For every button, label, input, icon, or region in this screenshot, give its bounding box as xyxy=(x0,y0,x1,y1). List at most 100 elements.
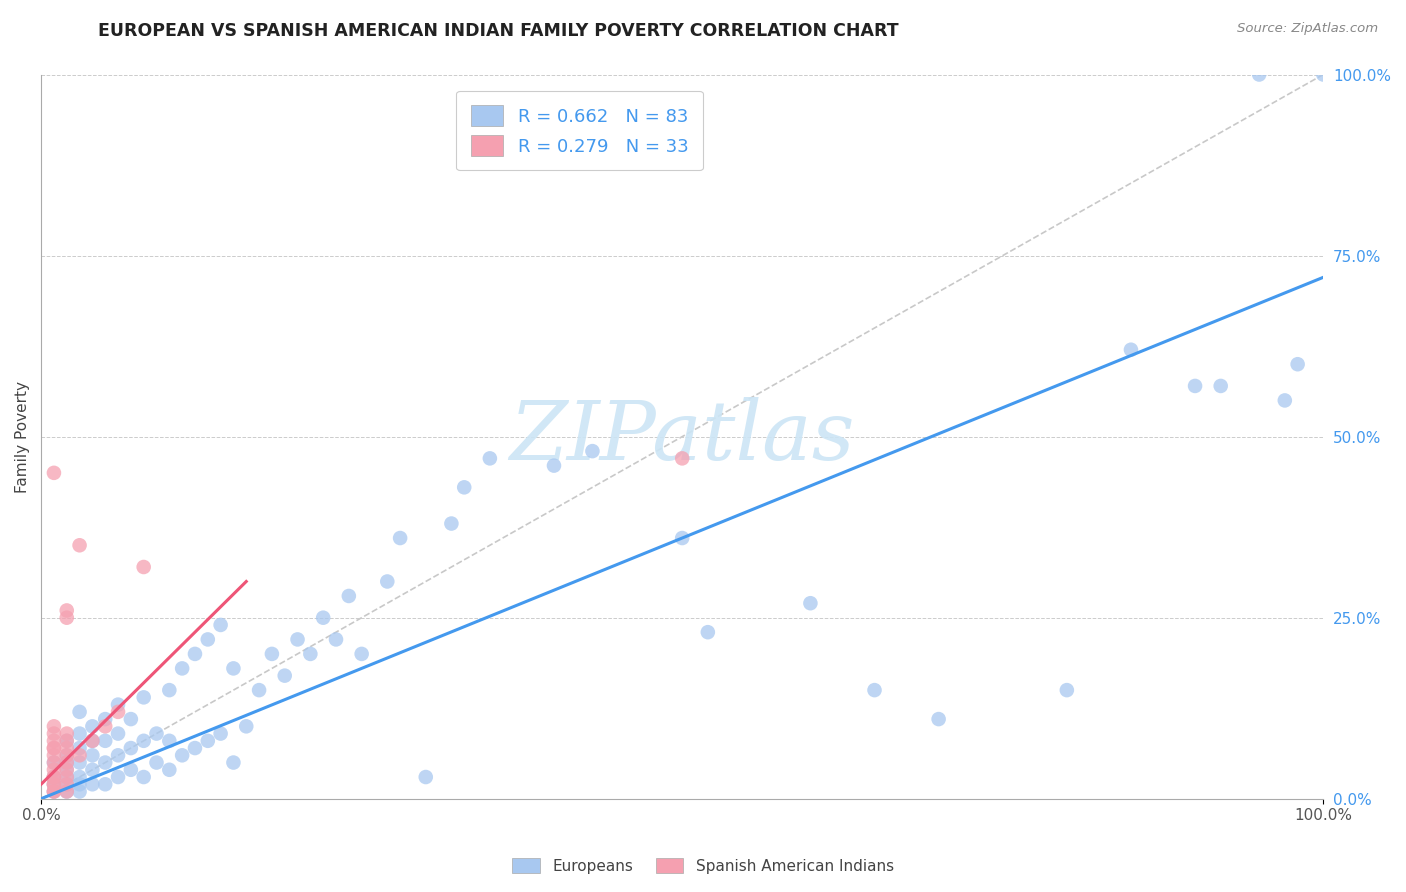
Point xyxy=(299,647,322,661)
Point xyxy=(312,610,335,624)
Point xyxy=(172,661,194,675)
Point xyxy=(42,756,65,770)
Point xyxy=(120,763,142,777)
Point xyxy=(69,756,91,770)
Point xyxy=(55,777,77,791)
Point xyxy=(55,763,77,777)
Point xyxy=(42,763,65,777)
Point xyxy=(478,451,501,466)
Legend: R = 0.662   N = 83, R = 0.279   N = 33: R = 0.662 N = 83, R = 0.279 N = 33 xyxy=(457,91,703,170)
Point xyxy=(42,784,65,798)
Point xyxy=(55,770,77,784)
Point xyxy=(69,726,91,740)
Point xyxy=(55,748,77,763)
Point xyxy=(1274,393,1296,408)
Point xyxy=(55,756,77,770)
Point xyxy=(157,763,180,777)
Point xyxy=(1119,343,1142,357)
Point xyxy=(107,698,129,712)
Point xyxy=(69,777,91,791)
Point xyxy=(350,647,373,661)
Point xyxy=(1056,683,1078,698)
Point xyxy=(120,712,142,726)
Point xyxy=(107,748,129,763)
Point xyxy=(55,770,77,784)
Point xyxy=(69,784,91,798)
Point xyxy=(120,741,142,756)
Point xyxy=(132,690,155,705)
Point xyxy=(55,610,77,624)
Point xyxy=(107,726,129,740)
Point xyxy=(55,726,77,740)
Point xyxy=(107,770,129,784)
Point xyxy=(42,756,65,770)
Point xyxy=(107,705,129,719)
Point xyxy=(863,683,886,698)
Point xyxy=(42,784,65,798)
Point xyxy=(82,719,104,733)
Point xyxy=(55,756,77,770)
Text: EUROPEAN VS SPANISH AMERICAN INDIAN FAMILY POVERTY CORRELATION CHART: EUROPEAN VS SPANISH AMERICAN INDIAN FAMI… xyxy=(98,22,898,40)
Point xyxy=(415,770,437,784)
Point xyxy=(55,734,77,748)
Point xyxy=(69,748,91,763)
Point xyxy=(172,748,194,763)
Point xyxy=(1184,379,1206,393)
Point xyxy=(94,734,117,748)
Point xyxy=(799,596,821,610)
Point xyxy=(94,719,117,733)
Point xyxy=(543,458,565,473)
Point xyxy=(389,531,412,545)
Point xyxy=(42,734,65,748)
Point xyxy=(55,784,77,798)
Point xyxy=(82,748,104,763)
Point xyxy=(325,632,347,647)
Point xyxy=(94,756,117,770)
Point xyxy=(247,683,270,698)
Point xyxy=(157,734,180,748)
Point xyxy=(209,618,232,632)
Point xyxy=(42,741,65,756)
Point xyxy=(42,748,65,763)
Point xyxy=(82,763,104,777)
Point xyxy=(55,741,77,756)
Point xyxy=(184,647,207,661)
Point xyxy=(132,734,155,748)
Point xyxy=(82,777,104,791)
Point xyxy=(260,647,283,661)
Point xyxy=(42,777,65,791)
Point xyxy=(453,480,475,494)
Point xyxy=(1286,357,1309,371)
Point xyxy=(82,734,104,748)
Point xyxy=(209,726,232,740)
Point xyxy=(440,516,463,531)
Point xyxy=(42,770,65,784)
Point xyxy=(197,632,219,647)
Point xyxy=(55,784,77,798)
Point xyxy=(1249,68,1271,82)
Point xyxy=(55,763,77,777)
Point xyxy=(55,777,77,791)
Point xyxy=(42,726,65,740)
Point xyxy=(157,683,180,698)
Point xyxy=(132,560,155,574)
Legend: Europeans, Spanish American Indians: Europeans, Spanish American Indians xyxy=(506,852,900,880)
Text: Source: ZipAtlas.com: Source: ZipAtlas.com xyxy=(1237,22,1378,36)
Point xyxy=(222,756,245,770)
Point xyxy=(928,712,950,726)
Point xyxy=(581,444,603,458)
Point xyxy=(145,756,167,770)
Point xyxy=(337,589,360,603)
Point xyxy=(69,770,91,784)
Point xyxy=(287,632,309,647)
Point xyxy=(69,538,91,552)
Text: ZIPatlas: ZIPatlas xyxy=(509,397,855,476)
Point xyxy=(184,741,207,756)
Point xyxy=(82,734,104,748)
Point xyxy=(42,777,65,791)
Point xyxy=(671,451,693,466)
Point xyxy=(55,748,77,763)
Point xyxy=(69,741,91,756)
Point xyxy=(42,770,65,784)
Point xyxy=(42,719,65,733)
